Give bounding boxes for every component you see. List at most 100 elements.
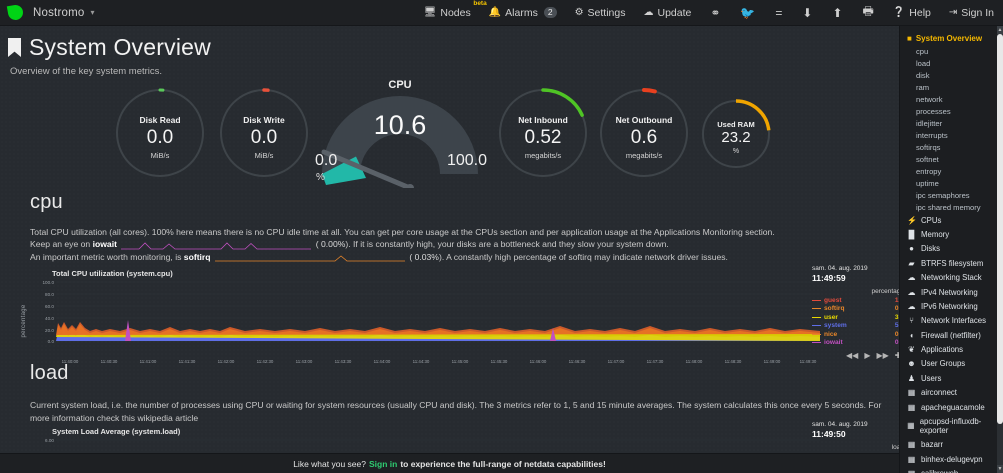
chart-svg-system-cpu[interactable]: 100.0 80.0 60.0 40.0 20.0 0.0 [30,278,820,352]
play-button[interactable]: ▶ [864,351,871,361]
sidebar-group-network-interfaces[interactable]: ⑂ Network Interfaces [900,314,1003,328]
sidebar-subitem-cpu[interactable]: cpu [916,46,929,56]
nav-item-nodes[interactable]: 🖥 Nodes beta [415,0,487,25]
sidebar-scrollbar[interactable]: ▲ ▼ [997,26,1003,473]
users-icon: ☻ [907,359,916,369]
sidebar-group-apcupsd-influxdb-exporter[interactable]: ▦ apcupsd-influxdb-exporter [900,414,1003,437]
grid-icon: ▦ [907,421,915,431]
legend-row-softirq[interactable]: softirq 0.0 [812,305,904,312]
nav-item-update[interactable]: ☁ Update [635,0,701,25]
svg-text:11:45:30: 11:45:30 [491,359,508,364]
gauge-label-disk-read: Disk Read [139,115,181,125]
legend-row-system[interactable]: system 5.2 [812,322,904,329]
sidebar-subitem-ipc-semaphores[interactable]: ipc semaphores [916,190,970,200]
signin-banner[interactable]: Like what you see? Sign in to experience… [0,453,899,473]
sidebar-group-firewall-netfilter-[interactable]: ◖ Firewall (netfilter) [900,328,1003,342]
footer-signin-link[interactable]: Sign in [368,458,398,469]
scrollbar-thumb[interactable] [997,34,1003,424]
sidebar-subitem-uptime[interactable]: uptime [916,178,939,188]
sidebar-group-ipv4-networking[interactable]: ☁ IPv4 Networking [900,285,1003,299]
host-name[interactable]: Nostromo [33,6,85,19]
gauge-units-used-ram: % [732,148,740,155]
gauge-net-outbound[interactable]: Net Outbound 0.6 megabits/s [598,87,690,179]
zoom-in-button[interactable]: ✚ [895,351,902,360]
sidebar-group-label: User Groups [921,359,966,369]
sidebar-subitem-ipc-shared-memory[interactable]: ipc shared memory [916,202,981,212]
gear-icon: ⚙ [574,6,584,18]
page-title: System Overview [29,34,211,60]
gauge-value-net-outbound: 0.6 [630,127,658,148]
nav-item-settings[interactable]: ⚙ Settings [566,0,635,25]
gauge-disk-write[interactable]: Disk Write 0.0 MiB/s [218,87,310,179]
gauge-net-inbound[interactable]: Net Inbound 0.52 megabits/s [497,87,589,179]
nav-item-github[interactable]: ⚭ [700,0,730,25]
nav-item-export[interactable]: ⬆ [822,0,852,25]
gauge-disk-read[interactable]: Disk Read 0.0 MiB/s [114,87,206,179]
sidebar-group-binhex-delugevpn[interactable]: ▦ binhex-delugevpn [900,452,1003,466]
svg-text:11:43:30: 11:43:30 [335,359,352,364]
sidebar-subitem-softirqs[interactable]: softirqs [916,142,941,152]
grid-icon: ▦ [907,388,916,398]
scroll-up-arrow[interactable]: ▲ [997,26,1003,34]
sidebar-group-cpus[interactable]: ⚡ CPUs [900,213,1003,227]
rewind-button[interactable]: ◀◀ [846,351,859,361]
sidebar-subitem-network[interactable]: network [916,94,943,104]
nav-item-print[interactable]: 🖶 [853,0,884,25]
sidebar-group-networking-stack[interactable]: ☁ Networking Stack [900,271,1003,285]
sidebar-subitem-disk[interactable]: disk [916,70,930,80]
svg-text:11:44:30: 11:44:30 [413,359,430,364]
legend-row-user[interactable]: user 3.4 [812,314,904,321]
nav-item-signin[interactable]: ⇥ Sign In [940,0,1003,25]
github-icon: ⚭ [710,5,721,20]
nav-item-facebook[interactable]: = [765,0,792,25]
nav-item-alarms[interactable]: 🔔 Alarms 2 [480,0,566,25]
nav-item-help[interactable]: ❔ Help [884,0,940,25]
legend-dash-guest [812,299,821,301]
sidebar-group-memory[interactable]: █ Memory [900,227,1003,241]
legend-row-nice[interactable]: nice 0.7 [812,331,904,338]
sidebar-group-label: CPUs [921,215,942,225]
used-ram-ring-svg [701,99,771,169]
cpu-desc-3-pre: An important metric worth monitoring, is [30,251,184,262]
sidebar-group-applications[interactable]: ❦ Applications [900,342,1003,356]
sidebar-subitem-idlejitter[interactable]: idlejitter [916,118,943,128]
gauge-cpu[interactable]: CPU 10.6 0.0 100.0 % [300,79,500,192]
legend-row-guest[interactable]: guest 1.2 [812,297,904,304]
legend-unit-cpu: percentage [871,288,904,296]
gauge-used-ram[interactable]: Used RAM 23.2 % [700,98,772,170]
chevron-down-icon[interactable]: ▾ [90,8,95,17]
gauge-label-disk-write: Disk Write [243,115,285,125]
netdata-logo-icon[interactable] [6,3,25,21]
sidebar-subitem-processes[interactable]: processes [916,106,951,116]
sidebar-group-btrfs-filesystem[interactable]: ▰ BTRFS filesystem [900,256,1003,270]
sidebar-item-system-overview[interactable]: ■ System Overview [900,32,1003,45]
scroll-down-arrow[interactable]: ▼ [997,465,1003,473]
sidebar-group-user-groups[interactable]: ☻ User Groups [900,357,1003,371]
sidebar-subitem-interrupts[interactable]: interrupts [916,130,948,140]
softirq-sparkline [214,255,405,262]
sidebar-subitem-entropy[interactable]: entropy [916,166,942,176]
sidebar-group-apacheguacamole[interactable]: ▦ apacheguacamole [900,400,1003,414]
sidebar-group-bazarr[interactable]: ▦ bazarr [900,438,1003,452]
forward-button[interactable]: ▶▶ [876,351,889,361]
right-sidebar[interactable]: ■ System Overview cpu load disk ram network p… [899,26,1003,473]
sidebar-group-calibreweb[interactable]: ▦ calibreweb [900,466,1003,473]
nav-item-twitter[interactable]: 🐦 [730,0,765,25]
sidebar-group-airconnect[interactable]: ▦ airconnect [900,386,1003,400]
sidebar-subitem-ram[interactable]: ram [916,82,930,92]
svg-text:11:46:30: 11:46:30 [569,359,586,364]
sidebar-group-users[interactable]: ♟ Users [900,371,1003,385]
gauge-value-cpu: 10.6 [373,110,427,140]
nav-item-import[interactable]: ⬇ [792,0,822,25]
section-title-load: load [30,362,69,385]
chart-area-system-cpu[interactable]: percentage 100.0 80.0 60.0 40.0 20.0 0.0 [21,278,820,364]
sidebar-subitem-softnet[interactable]: softnet [916,154,939,164]
net-inbound-ring-svg [498,88,588,178]
legend-row-iowait[interactable]: iowait 0.0 [812,339,904,346]
sidebar-group-ipv6-networking[interactable]: ☁ IPv6 Networking [900,299,1003,313]
folder-icon: ▰ [908,258,915,268]
sidebar-subitem-load[interactable]: load [916,58,931,68]
gauge-min-cpu: 0.0 [315,152,338,169]
sidebar-group-disks[interactable]: ● Disks [900,242,1003,256]
chart-system-cpu[interactable]: Total CPU utilization (system.cpu) perce… [21,265,944,364]
